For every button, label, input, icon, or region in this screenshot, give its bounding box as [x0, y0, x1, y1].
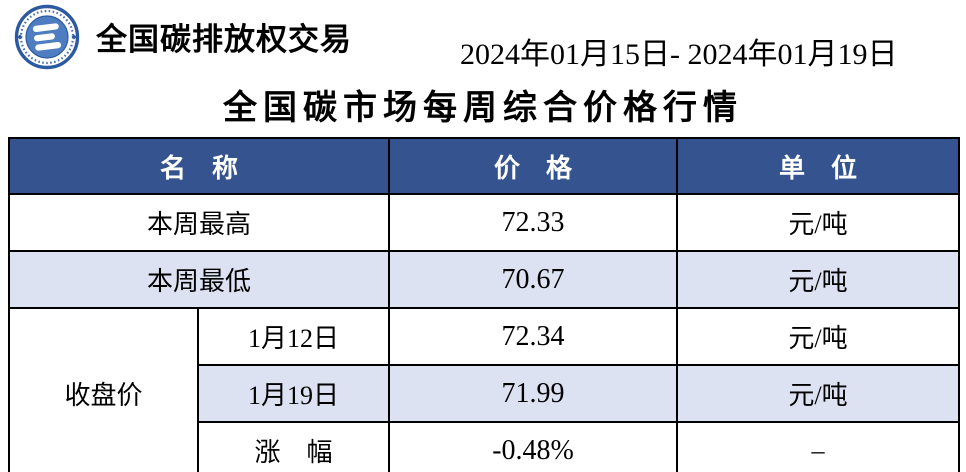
closing-price-group-label: 收盘价: [8, 307, 199, 472]
col-header-name: 名 称: [7, 137, 391, 195]
week-high-price: 72.33: [388, 193, 679, 252]
price-table: 名 称 价 格 单 位 本周最高 72.33 元/吨 本周最低 70.67 元/…: [7, 137, 961, 472]
week-low-price: 70.67: [388, 250, 679, 309]
close-0119-unit: 元/吨: [676, 364, 961, 423]
week-low-row: 本周最低 70.67 元/吨: [7, 250, 961, 309]
date-range: 2024年01月15日- 2024年01月19日: [460, 38, 898, 71]
close-0119-label: 1月19日: [196, 364, 391, 423]
seal-right-diamond: [71, 34, 77, 40]
exchange-seal-logo: [14, 4, 80, 70]
week-high-row: 本周最高 72.33 元/吨: [7, 193, 961, 252]
close-0112-unit: 元/吨: [676, 307, 961, 366]
change-label: 涨 幅: [196, 421, 391, 472]
change-row: 涨 幅 -0.48% –: [9, 421, 961, 472]
col-header-price: 价 格: [388, 137, 679, 195]
stylized-e-mark: [32, 23, 62, 51]
week-low-unit: 元/吨: [676, 250, 961, 309]
close-0119-price: 71.99: [388, 364, 679, 423]
page-title: 全国碳市场每周综合价格行情: [223, 90, 743, 127]
col-header-unit: 单 位: [676, 137, 961, 195]
close-0112-row: 收盘价 1月12日 72.34 元/吨: [8, 307, 961, 472]
close-0112-price: 72.34: [388, 307, 679, 366]
change-unit: –: [676, 421, 961, 472]
close-0119-row: 1月19日 71.99 元/吨: [9, 364, 961, 423]
header-row: 名 称 价 格 单 位: [7, 137, 961, 195]
close-0112-label: 1月12日: [196, 307, 391, 366]
change-price: -0.48%: [388, 421, 679, 472]
brand-title: 全国碳排放权交易: [96, 22, 352, 57]
week-high-unit: 元/吨: [676, 193, 961, 252]
week-high-label: 本周最高: [7, 193, 391, 252]
week-low-label: 本周最低: [7, 250, 391, 309]
